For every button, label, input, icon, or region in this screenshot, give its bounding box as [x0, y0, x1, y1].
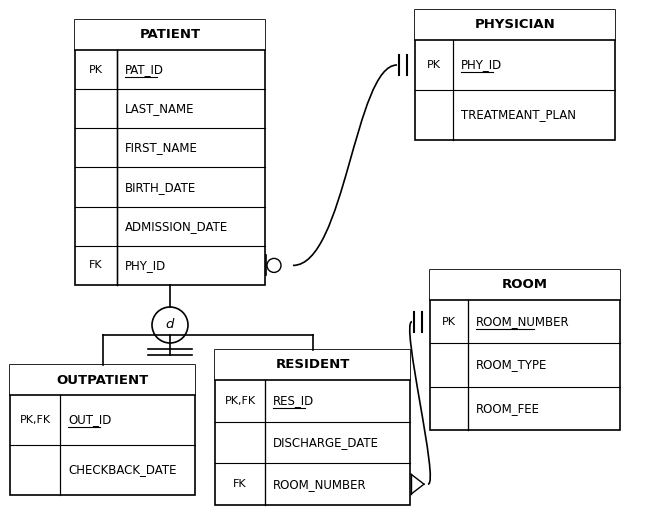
Text: FK: FK — [233, 479, 247, 489]
Bar — [430, 270, 620, 300]
Text: BIRTH_DATE: BIRTH_DATE — [125, 180, 196, 194]
Text: DISCHARGE_DATE: DISCHARGE_DATE — [273, 436, 379, 449]
Text: PK,FK: PK,FK — [225, 396, 256, 406]
Text: ROOM_NUMBER: ROOM_NUMBER — [476, 315, 570, 328]
Bar — [415, 10, 615, 40]
Bar — [10, 365, 195, 495]
Bar — [430, 270, 620, 430]
Text: OUT_ID: OUT_ID — [68, 413, 111, 427]
Bar — [75, 20, 265, 285]
Text: PHY_ID: PHY_ID — [461, 58, 503, 72]
Text: PK: PK — [442, 317, 456, 327]
Text: ROOM_NUMBER: ROOM_NUMBER — [273, 478, 367, 491]
Text: CHECKBACK_DATE: CHECKBACK_DATE — [68, 463, 176, 476]
Text: PK: PK — [427, 60, 441, 70]
Text: ROOM_TYPE: ROOM_TYPE — [476, 359, 547, 371]
Bar — [10, 365, 195, 395]
Text: PK: PK — [89, 64, 103, 75]
Text: ROOM_FEE: ROOM_FEE — [476, 402, 540, 415]
Text: PHYSICIAN: PHYSICIAN — [475, 18, 555, 32]
Text: TREATMEANT_PLAN: TREATMEANT_PLAN — [461, 108, 576, 122]
Text: PHY_ID: PHY_ID — [125, 259, 166, 272]
Text: PAT_ID: PAT_ID — [125, 63, 164, 76]
Bar — [415, 10, 615, 140]
Text: LAST_NAME: LAST_NAME — [125, 102, 195, 115]
Text: OUTPATIENT: OUTPATIENT — [57, 374, 148, 386]
Bar — [215, 350, 410, 505]
Text: RESIDENT: RESIDENT — [275, 359, 350, 371]
Text: PATIENT: PATIENT — [139, 29, 201, 41]
Text: RES_ID: RES_ID — [273, 394, 314, 407]
Text: ADMISSION_DATE: ADMISSION_DATE — [125, 220, 229, 233]
Bar — [75, 20, 265, 50]
Text: d: d — [166, 318, 174, 332]
Text: FIRST_NAME: FIRST_NAME — [125, 142, 198, 154]
Text: FK: FK — [89, 261, 103, 270]
Bar — [215, 350, 410, 380]
Text: ROOM: ROOM — [502, 278, 548, 291]
Text: PK,FK: PK,FK — [20, 415, 51, 425]
